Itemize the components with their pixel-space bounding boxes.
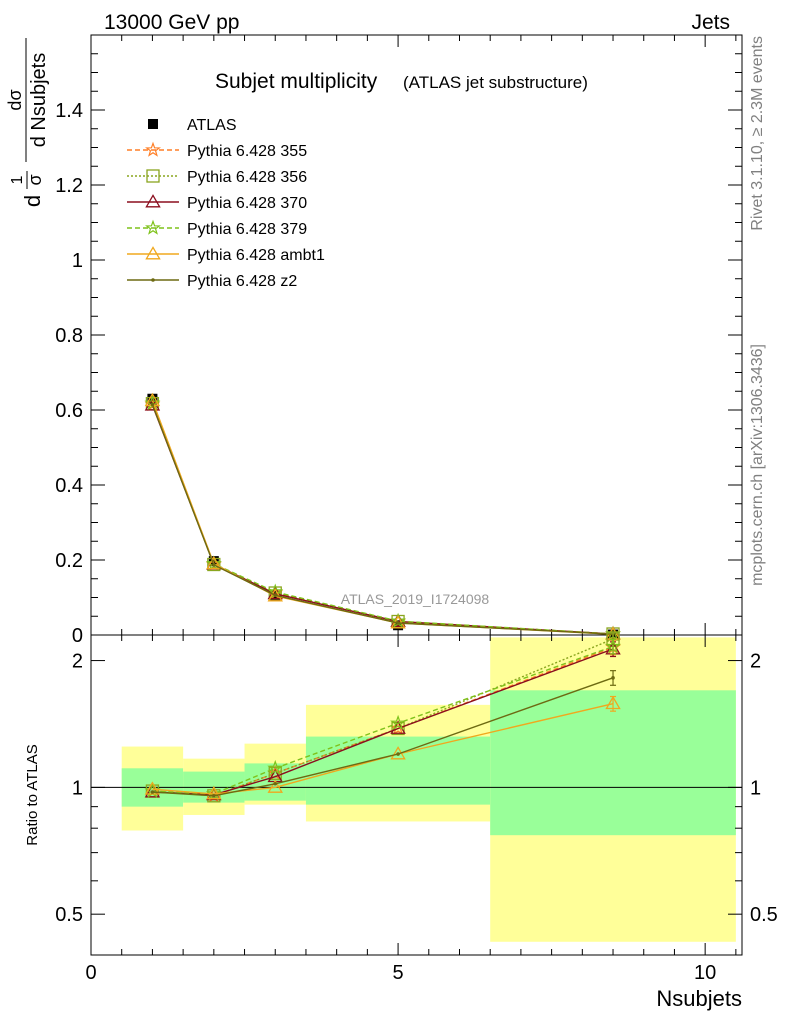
legend-marker-p370 [145, 194, 161, 208]
ratio-ytick-label-left: 1 [72, 777, 83, 799]
ratio-frame [90, 634, 743, 956]
legend-label-p370: Pythia 6.428 370 [187, 195, 307, 212]
ratio-point-z2 [273, 781, 278, 786]
ratio-xtick-label: 0 [85, 962, 96, 984]
main-ytick-label: 1.4 [55, 100, 83, 122]
ratio-ytick-label-right: 0.5 [750, 904, 778, 926]
main-ytick-label: 0.2 [55, 550, 83, 572]
main-ytick-label: 0.6 [55, 400, 83, 422]
side-label-rivet: Rivet 3.1.10, ≥ 2.3M events [749, 36, 766, 231]
ratio-ytick-label-right: 1 [750, 777, 761, 799]
legend-label-z2: Pythia 6.428 z2 [187, 273, 297, 290]
legend-label-p379: Pythia 6.428 379 [187, 221, 307, 238]
chart-title: Subjet multiplicity [215, 70, 378, 93]
ylabel-frac-denominator: σ [25, 174, 45, 185]
ratio-band-inner-4 [490, 690, 736, 836]
ratio-ytick-label-right: 2 [750, 651, 761, 673]
ratio-xtick-label: 5 [393, 962, 404, 984]
main-point-z2 [396, 621, 400, 625]
main-point-z2 [273, 593, 278, 598]
ratio-point-ambt1 [267, 779, 283, 793]
header-left: 13000 GeV pp [104, 11, 239, 34]
ratio-xtick-label: 10 [694, 962, 716, 984]
main-point-data [208, 556, 219, 567]
legend-label-p355: Pythia 6.428 355 [187, 143, 307, 160]
ratio-ytick-label-left: 2 [72, 651, 83, 673]
main-point-data [393, 620, 404, 631]
x-axis-label: Nsubjets [656, 986, 742, 1011]
header-right: Jets [691, 11, 730, 34]
main-ytick-label: 0 [72, 625, 83, 647]
ratio-point-p356 [268, 766, 282, 780]
ratio-y-axis-label: Ratio to ATLAS [24, 744, 41, 845]
legend-marker-ambt1 [145, 246, 161, 260]
legend-label-p356: Pythia 6.428 356 [187, 169, 307, 186]
main-ytick-label: 1.2 [55, 175, 83, 197]
main-point-z2 [150, 402, 155, 407]
ylabel-frac-numerator: 1 [9, 175, 26, 184]
ratio-point-p379 [267, 759, 284, 776]
main-ytick-label: 1 [72, 250, 83, 272]
legend-label-ambt1: Pythia 6.428 ambt1 [187, 247, 325, 264]
ratio-line-ambt1 [152, 703, 614, 795]
ratio-point-z2 [396, 752, 400, 756]
ylabel-d-prefix: d [20, 195, 45, 207]
ylabel-d-numerator: dσ [5, 89, 25, 110]
ratio-point-z2 [150, 790, 155, 794]
legend-label-data: ATLAS [187, 117, 237, 134]
ratio-point-ambt1 [206, 785, 222, 800]
ratio-point-ambt1 [144, 781, 161, 795]
ratio-ytick-label-left: 0.5 [55, 904, 83, 926]
main-point-ambt1 [206, 555, 222, 570]
main-point-z2 [212, 563, 216, 567]
legend-marker-z2 [151, 278, 155, 282]
main-y-axis-label: d 1 σ dσ d Nsubjets [5, 38, 50, 207]
ratio-point-z2 [212, 793, 216, 798]
legend-marker-p379 [145, 219, 161, 235]
main-point-ambt1 [267, 588, 283, 602]
analysis-watermark: ATLAS_2019_I1724098 [341, 591, 490, 607]
main-ytick-label: 0.4 [55, 475, 83, 497]
main-ytick-label: 0.8 [55, 325, 83, 347]
legend-marker-data [148, 119, 158, 129]
chart-subtitle: (ATLAS jet substructure) [403, 73, 588, 92]
ratio-point-p379 [390, 714, 407, 730]
legend-marker-p355 [145, 141, 161, 157]
ylabel-d-denominator: d Nsubjets [28, 53, 50, 148]
side-label-mcplots: mcplots.cern.ch [arXiv:1306.3436] [749, 344, 766, 586]
legend-marker-p356 [146, 169, 160, 183]
